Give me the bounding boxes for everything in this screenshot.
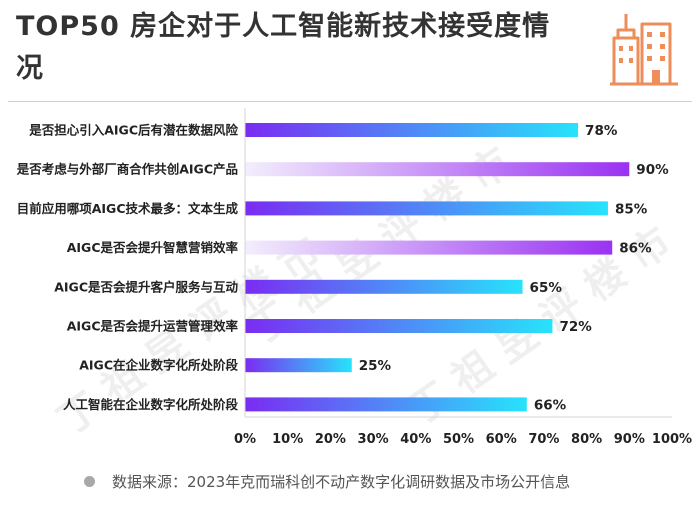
category-label: AIGC是否会提升客户服务与互动 [54, 279, 238, 294]
chart-title: TOP50 房企对于人工智能新技术接受度情况 [16, 11, 551, 84]
bullet-dot-icon [84, 476, 95, 487]
x-tick-label: 10% [272, 432, 303, 447]
source-note: 数据来源：2023年克而瑞科创不动产数字化调研数据及市场公开信息 [112, 473, 571, 491]
bar [245, 201, 608, 216]
x-tick-label: 100% [652, 432, 692, 447]
bar [245, 123, 579, 137]
bar [245, 397, 527, 412]
x-tick-label: 40% [400, 432, 431, 447]
data-label: 25% [359, 358, 392, 374]
category-label: 是否担心引入AIGC后有潜在数据风险 [28, 123, 238, 138]
x-tick-label: 60% [486, 432, 517, 447]
source-row: 数据来源：2023年克而瑞科创不动产数字化调研数据及市场公开信息 [0, 462, 700, 502]
category-label: AIGC是否会提升运营管理效率 [67, 319, 239, 334]
bar [245, 162, 630, 177]
data-label: 85% [615, 201, 648, 217]
x-tick-label: 30% [358, 432, 389, 447]
bar-chart: 丁 祖 昱 评 楼 市 丁 祖 昱 评 楼 市 丁 祖 昱 评 楼 市 是否担心… [16, 108, 692, 447]
bar [245, 358, 352, 373]
x-tick-label: 70% [528, 432, 559, 447]
x-tick-label: 0% [234, 432, 256, 447]
bar [245, 319, 553, 333]
data-label: 72% [559, 319, 592, 335]
bar [245, 279, 523, 294]
category-label: 是否考虑与外部厂商合作共创AIGC产品 [16, 162, 238, 177]
buildings-icon [610, 14, 678, 86]
title-divider [8, 101, 692, 102]
x-tick-label: 20% [315, 432, 346, 447]
bar [245, 240, 613, 255]
data-label: 78% [585, 123, 618, 139]
data-label: 86% [619, 241, 652, 257]
category-label: AIGC是否会提升智慧营销效率 [67, 240, 239, 255]
category-label: AIGC在企业数字化所处阶段 [79, 358, 238, 373]
data-label: 66% [534, 397, 567, 413]
category-label: 目前应用哪项AIGC技术最多：文本生成 [17, 201, 239, 216]
x-tick-label: 90% [614, 432, 645, 447]
x-tick-label: 80% [571, 432, 602, 447]
x-tick-label: 50% [443, 432, 474, 447]
data-label: 90% [636, 162, 669, 178]
category-label: 人工智能在企业数字化所处阶段 [63, 397, 239, 412]
data-label: 65% [530, 280, 563, 296]
